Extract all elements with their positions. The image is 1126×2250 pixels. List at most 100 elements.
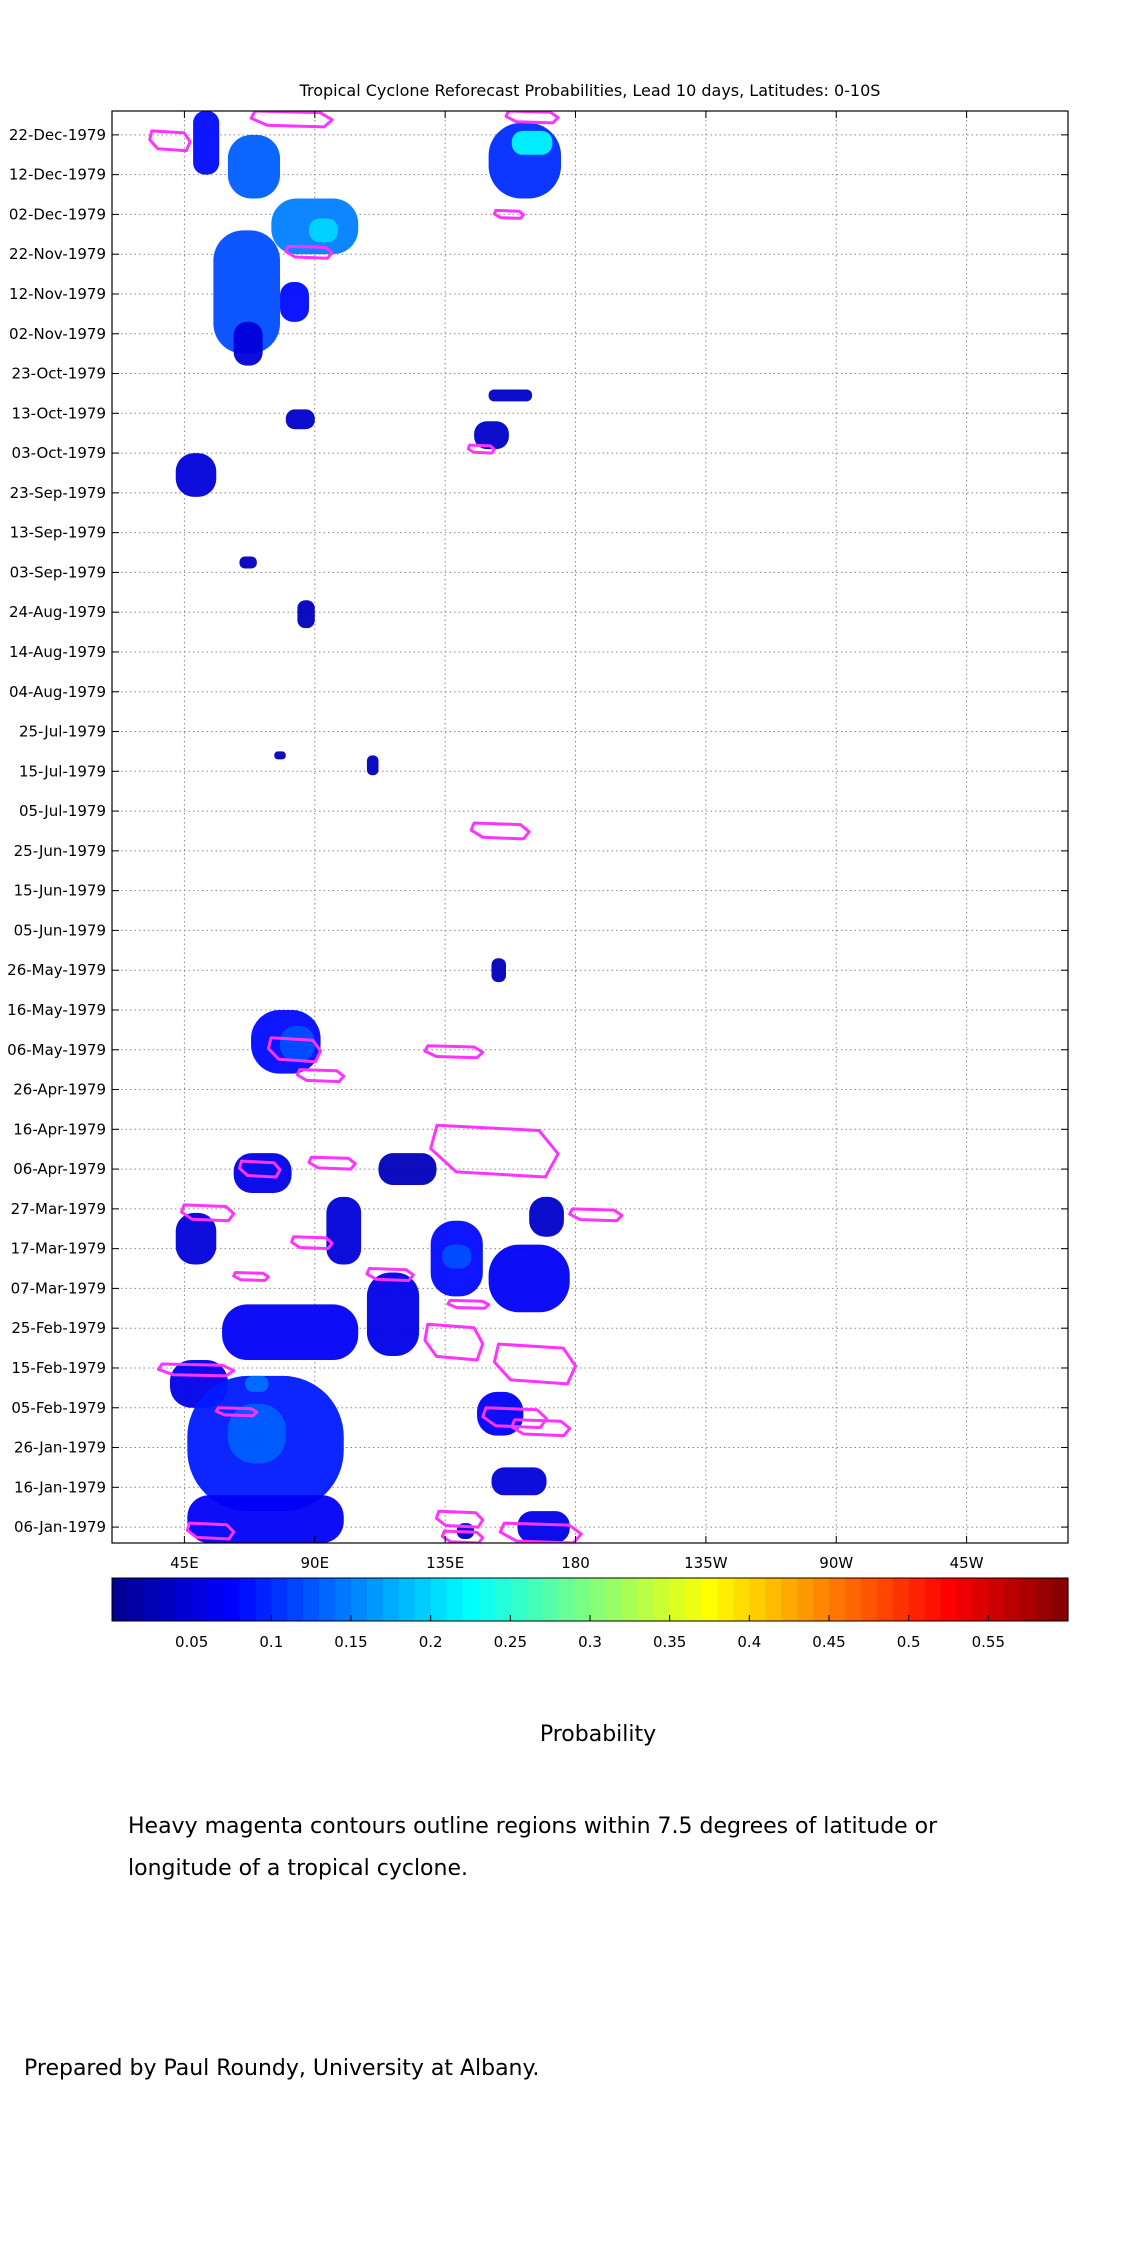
colorbar-swatch — [1020, 1578, 1037, 1621]
colorbar-swatch — [414, 1578, 432, 1621]
cyclone-contour — [492, 1342, 577, 1386]
y-tick-label: 06-Jan-1979 — [14, 1518, 106, 1536]
y-tick-label: 15-Jun-1979 — [14, 882, 106, 900]
y-tick-label: 07-Mar-1979 — [11, 1279, 106, 1297]
probability-region — [280, 1025, 315, 1062]
cyclone-contour — [469, 821, 531, 841]
colorbar-tick-label: 0.1 — [259, 1633, 283, 1651]
colorbar-swatch — [1004, 1578, 1021, 1621]
cyclone-contour — [266, 1036, 323, 1064]
probability-region — [245, 1375, 269, 1392]
cyclone-contour — [156, 1362, 236, 1378]
x-tick-label: 90W — [819, 1554, 853, 1572]
cyclone-contour — [232, 1271, 270, 1282]
colorbar-swatch — [191, 1578, 209, 1621]
colorbar-swatch — [781, 1578, 798, 1621]
colorbar-swatch — [143, 1578, 161, 1621]
probability-region — [529, 1196, 564, 1237]
probability-region — [175, 453, 217, 497]
cyclone-contour — [185, 1521, 236, 1541]
colorbar-swatch — [255, 1578, 272, 1621]
y-tick-label: 23-Oct-1979 — [12, 365, 106, 383]
contour-note: Heavy magenta contours outline regions w… — [128, 1814, 938, 1881]
y-tick-label: 16-May-1979 — [7, 1001, 106, 1019]
probability-region — [193, 111, 220, 175]
colorbar-tick-label: 0.25 — [494, 1633, 527, 1651]
colorbar-swatch — [765, 1578, 782, 1621]
y-tick-label: 14-Aug-1979 — [9, 643, 106, 661]
colorbar-swatch — [287, 1578, 304, 1621]
y-tick-label: 26-May-1979 — [7, 961, 106, 979]
y-tick-label: 06-Apr-1979 — [13, 1160, 106, 1178]
y-tick-label: 15-Jul-1979 — [19, 762, 106, 780]
cyclone-contour — [466, 443, 496, 455]
colorbar-swatch — [717, 1578, 734, 1621]
cyclone-contour — [238, 1159, 282, 1179]
colorbar-swatch — [590, 1578, 607, 1621]
colorbar-swatch — [797, 1578, 814, 1621]
colorbar-tick-label: 0.5 — [897, 1633, 921, 1651]
colorbar-swatch — [446, 1578, 464, 1621]
credit-line: Prepared by Paul Roundy, University at A… — [24, 2056, 540, 2081]
colorbar-swatch — [526, 1578, 543, 1621]
probability-region — [308, 218, 338, 243]
probability-region — [227, 134, 281, 199]
cyclone-contour — [423, 1044, 485, 1060]
colorbar-swatch — [988, 1578, 1005, 1621]
y-tick-label: 26-Apr-1979 — [13, 1081, 106, 1099]
probability-region — [222, 1304, 359, 1361]
colorbar-tick-label: 0.4 — [737, 1633, 761, 1651]
colorbar-swatch — [685, 1578, 703, 1621]
colorbar-swatch — [733, 1578, 750, 1621]
y-tick-label: 24-Aug-1979 — [9, 603, 106, 621]
x-tick-label: 90E — [300, 1554, 329, 1572]
chart-title: Tropical Cyclone Reforecast Probabilitie… — [299, 81, 881, 100]
colorbar-tick-label: 0.2 — [419, 1633, 443, 1651]
colorbar-swatch — [382, 1578, 400, 1621]
probability-region — [175, 1212, 217, 1265]
colorbar-swatch — [542, 1578, 559, 1621]
probability-region — [366, 1272, 420, 1357]
cyclone-contour — [284, 244, 334, 260]
colorbar-tick-label: 0.35 — [653, 1633, 686, 1651]
colorbar-swatch — [844, 1578, 862, 1621]
probability-region — [491, 958, 506, 983]
colorbar-tick-label: 0.3 — [578, 1633, 602, 1651]
y-tick-label: 06-May-1979 — [7, 1041, 106, 1059]
cyclone-contour — [492, 208, 525, 220]
colorbar-swatch — [494, 1578, 511, 1621]
y-tick-label: 13-Oct-1979 — [12, 404, 106, 422]
colorbar-tick-label: 0.45 — [812, 1633, 845, 1651]
x-tick-label: 135E — [426, 1554, 464, 1572]
y-tick-label: 12-Dec-1979 — [9, 166, 106, 184]
y-tick-label: 16-Jan-1979 — [14, 1478, 106, 1496]
colorbar-swatch — [175, 1578, 193, 1621]
colorbar-swatch — [207, 1578, 225, 1621]
probability-region — [213, 230, 281, 354]
colorbar-swatch — [478, 1578, 495, 1621]
colorbar-swatch — [159, 1578, 177, 1621]
y-tick-label: 15-Feb-1979 — [11, 1359, 106, 1377]
colorbar-swatch — [940, 1578, 958, 1621]
colorbar-swatch — [462, 1578, 480, 1621]
colorbar-swatch — [972, 1578, 989, 1621]
cyclone-contour — [214, 1406, 259, 1418]
cyclone-contour — [365, 1267, 415, 1282]
colorbar-swatch — [924, 1578, 942, 1621]
y-tick-label: 16-Apr-1979 — [13, 1120, 106, 1138]
colorbar: 0.05 0.1 0.15 0.2 0.25 0.3 0.35 0.4 0.45 0.5 0.55 — [111, 1577, 1069, 1651]
colorbar-tick-label: 0.05 — [175, 1633, 208, 1651]
colorbar-swatch — [1052, 1578, 1069, 1621]
y-tick-label: 03-Sep-1979 — [10, 563, 106, 581]
y-tick-label: 05-Jul-1979 — [19, 802, 106, 820]
cyclone-contour — [180, 1203, 236, 1223]
colorbar-swatch — [303, 1578, 320, 1621]
colorbar-swatch — [239, 1578, 256, 1621]
probability-region — [280, 282, 309, 322]
probability-region — [233, 1153, 292, 1193]
cyclone-contour — [446, 1298, 491, 1310]
colorbar-swatch — [112, 1578, 129, 1621]
y-tick-label: 05-Feb-1979 — [11, 1399, 106, 1417]
y-tick-label: 23-Sep-1979 — [10, 484, 106, 502]
colorbar-swatch — [335, 1578, 352, 1621]
